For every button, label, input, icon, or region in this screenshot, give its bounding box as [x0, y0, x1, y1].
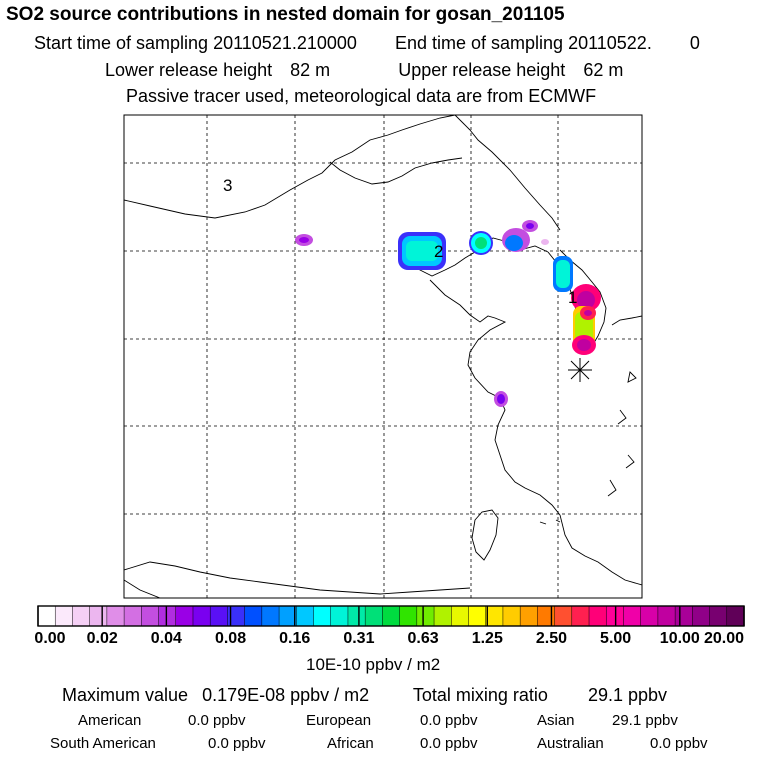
color-scale-unit: 10E-10 ppbv / m2 — [306, 655, 441, 674]
color-scale-cell — [89, 606, 108, 626]
contribution-south-american-label: South American — [50, 735, 156, 752]
color-scale-cell — [38, 606, 56, 626]
color-scale-cell — [502, 606, 521, 626]
contribution-european-label: European — [306, 712, 372, 729]
contribution-european-value: 0.0 ppbv — [420, 712, 478, 729]
color-scale-cell — [485, 606, 504, 626]
color-scale-cell — [158, 606, 177, 626]
region-label-3: 3 — [223, 176, 232, 195]
color-scale-tick-label: 0.04 — [150, 630, 182, 647]
color-scale-tick-label: 20.00 — [703, 630, 745, 647]
sampling-times: Start time of sampling 20110521.210000 E… — [34, 34, 700, 52]
upper-height-value: 62 m — [583, 60, 624, 80]
region-label-1: 1 — [568, 288, 577, 307]
color-scale-tick-label: 0.00 — [34, 630, 66, 647]
release-heights: Lower release height 82 m Upper release … — [105, 61, 623, 79]
start-time-value: 20110521.210000 — [213, 33, 357, 53]
color-scale-cell — [55, 606, 74, 626]
color-scale-cell — [365, 606, 383, 626]
color-scale-cell — [434, 606, 452, 626]
total-mixing-label: Total mixing ratio — [412, 685, 548, 705]
color-scale-cell — [468, 606, 487, 626]
lat-lon-grid — [124, 115, 642, 598]
max-value-label: Maximum value — [62, 685, 189, 705]
upper-height-label: Upper release height — [398, 60, 566, 80]
color-scale-tick-label: 0.16 — [279, 630, 311, 647]
map-content: 3 2 1 — [124, 115, 642, 598]
color-scale-cell — [675, 606, 693, 626]
color-scale-cell — [192, 606, 211, 626]
color-scale-cell — [296, 606, 315, 626]
color-scale-cell — [347, 606, 366, 626]
contribution-african-value: 0.0 ppbv — [420, 735, 478, 752]
contribution-australian-label: Australian — [537, 735, 604, 752]
contribution-african-label: African — [327, 735, 374, 752]
color-scale-cell — [451, 606, 470, 626]
color-scale-cell — [726, 606, 745, 626]
color-scale-cell — [210, 606, 229, 626]
color-scale-cell — [416, 606, 435, 626]
color-scale-cell — [554, 606, 573, 626]
max-value-row: Maximum value 0.179E-08 ppbv / m2 Total … — [62, 686, 667, 704]
color-scale-cell — [640, 606, 659, 626]
color-scale-cell — [330, 606, 349, 626]
color-scale-tick-label: 0.02 — [86, 630, 118, 647]
color-scale-tick-label: 2.50 — [535, 630, 568, 647]
color-scale-cell — [244, 606, 263, 626]
color-scale-cell — [313, 606, 332, 626]
end-time-value: 20110522. — [568, 33, 652, 53]
color-scale-cell — [106, 606, 125, 626]
concentration-plumes — [295, 220, 601, 407]
color-scale-cell — [399, 606, 418, 626]
contribution-south-american-value: 0.0 ppbv — [208, 735, 266, 752]
color-scale-cell — [623, 606, 642, 626]
color-scale-cell — [537, 606, 556, 626]
color-scale-cell — [382, 606, 401, 626]
color-scale-cell — [72, 606, 91, 626]
color-scale-cell — [175, 606, 194, 626]
contribution-asian-value: 29.1 ppbv — [612, 712, 678, 729]
tracer-note: Passive tracer used, meteorological data… — [126, 86, 597, 106]
lower-height-label: Lower release height — [105, 60, 273, 80]
map-frame — [123, 114, 643, 599]
color-scale-cell — [520, 606, 538, 626]
color-scale-tick-label: 0.63 — [407, 630, 439, 647]
color-scale-cell — [709, 606, 728, 626]
color-scale-cell — [571, 606, 590, 626]
end-time-label: End time of sampling — [394, 33, 564, 53]
contribution-american-value: 0.0 ppbv — [188, 712, 246, 729]
color-scale-tick-label: 10.00 — [659, 630, 700, 647]
color-scale-cell — [589, 606, 607, 626]
contribution-american-label: American — [78, 712, 142, 729]
max-value: 0.179E-08 ppbv / m2 — [202, 685, 370, 705]
color-scale-cell — [692, 606, 711, 626]
total-mixing-value: 29.1 ppbv — [587, 685, 668, 705]
color-scale-cell — [261, 606, 280, 626]
contribution-australian-value: 0.0 ppbv — [650, 735, 708, 752]
end-time-suffix: 0 — [689, 33, 700, 53]
color-scale-tick-label: 0.08 — [214, 630, 247, 647]
color-scale-cell — [124, 606, 142, 626]
color-scale-cell — [141, 606, 160, 626]
color-scale-tick-label: 5.00 — [600, 630, 632, 647]
contribution-asian-label: Asian — [537, 712, 575, 729]
color-scale-cell — [279, 606, 297, 626]
color-scale-tick-label: 1.25 — [471, 630, 503, 647]
receptor-marker — [568, 358, 592, 382]
color-scale-cell — [227, 606, 246, 626]
region-label-2: 2 — [434, 242, 443, 261]
start-time-label: Start time of sampling — [34, 33, 209, 53]
color-scale-tick-label: 0.31 — [343, 630, 375, 647]
color-scale-cell — [657, 606, 676, 626]
map-title: SO2 source contributions in nested domai… — [6, 4, 565, 25]
lower-height-value: 82 m — [290, 60, 331, 80]
